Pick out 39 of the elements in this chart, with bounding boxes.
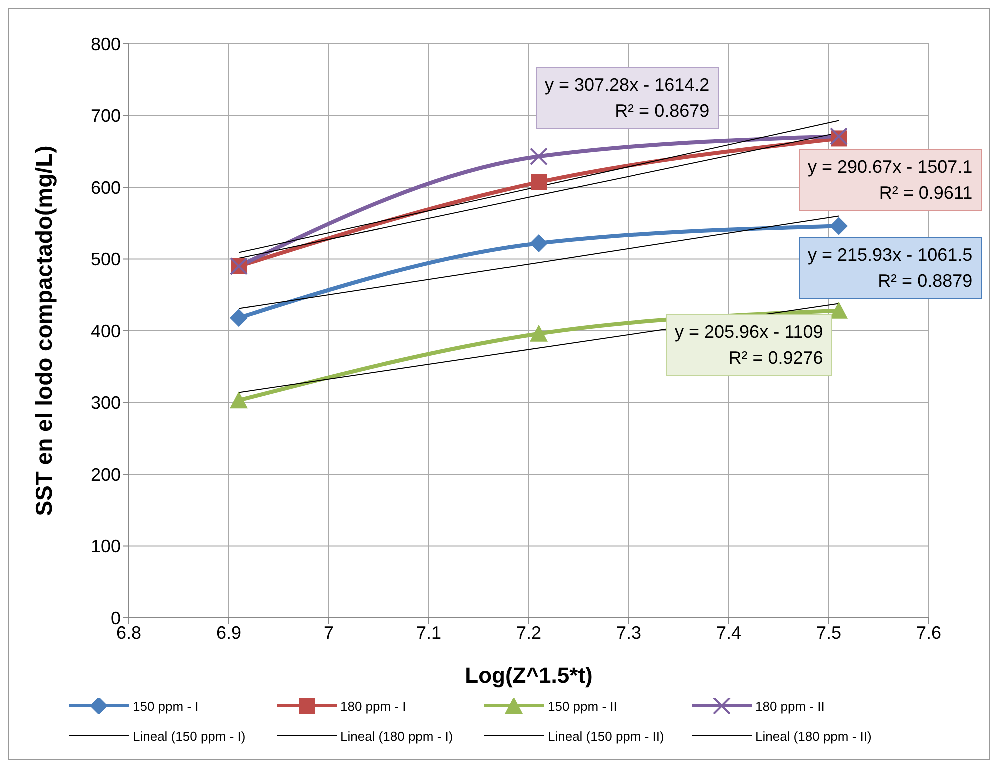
legend-label: Lineal (180 ppm - I) xyxy=(340,728,454,744)
y-tick-label: 500 xyxy=(90,250,121,270)
x-tick-label: 7.1 xyxy=(416,622,442,643)
x-tick-label: 7.6 xyxy=(916,622,942,643)
annotation: y = 205.96x - 1109 R² = 0.9276 xyxy=(675,321,824,370)
y-tick-label: 800 xyxy=(90,34,121,54)
y-tick-label: 200 xyxy=(90,464,121,485)
point xyxy=(230,309,248,328)
y-tick-label: 300 xyxy=(90,393,121,414)
annotation: y = 290.67x - 1507.1 R² = 0.9611 xyxy=(808,156,973,205)
annotation: y = 307.28x - 1614.2 R² = 0.8679 xyxy=(545,74,710,123)
point xyxy=(230,392,248,409)
annotation: y = 215.93x - 1061.5 R² = 0.8879 xyxy=(808,244,973,293)
x-tick-label: 7.4 xyxy=(716,622,742,643)
x-tick-label: 7.3 xyxy=(616,622,642,643)
point xyxy=(830,302,848,319)
point xyxy=(830,128,848,146)
legend-label: Lineal (180 ppm - II) xyxy=(756,728,872,744)
y-tick-label: 600 xyxy=(90,178,121,198)
point xyxy=(830,217,848,236)
y-tick-label: 100 xyxy=(90,536,121,557)
x-tick-label: 7.5 xyxy=(816,622,842,643)
y-tick-label: 400 xyxy=(90,321,121,342)
point xyxy=(530,148,548,166)
legend-label: Lineal (150 ppm - I) xyxy=(133,728,246,744)
legend-label: Lineal (150 ppm - II) xyxy=(548,728,664,744)
y-axis-title: SST en el lodo compactado(mg/L) xyxy=(31,146,58,516)
y-tick-label: 700 xyxy=(90,106,121,126)
x-tick-label: 7 xyxy=(324,622,334,643)
x-tick-label: 7.2 xyxy=(516,622,542,643)
legend-label: 150 ppm - II xyxy=(548,698,618,714)
legend-label: 180 ppm - II xyxy=(756,698,825,714)
point xyxy=(530,324,548,342)
point xyxy=(531,174,547,190)
x-tick-label: 6.9 xyxy=(216,622,242,643)
point xyxy=(530,234,548,252)
legend-label: 180 ppm - I xyxy=(340,698,406,714)
x-axis-title: Log(Z^1.5*t) xyxy=(465,663,593,688)
legend-label: 150 ppm - I xyxy=(133,698,199,714)
